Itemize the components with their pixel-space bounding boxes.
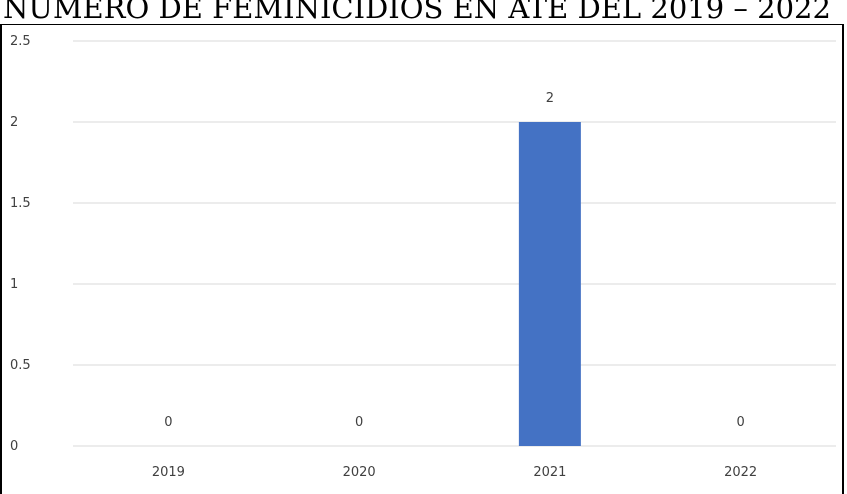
data-label-2021: 2: [546, 91, 554, 106]
x-tick-label-2020: 2020: [343, 465, 376, 480]
data-label-2022: 0: [736, 415, 744, 430]
x-tick-label-2022: 2022: [724, 465, 757, 480]
y-tick-label-4: 2: [10, 115, 18, 130]
chart-frame: [0, 24, 844, 494]
x-tick-label-2019: 2019: [152, 465, 185, 480]
bar-2021: [518, 122, 581, 446]
data-label-2020: 0: [355, 415, 363, 430]
chart-title-strip: NÚMERO DE FEMINICIDIOS EN ATE DEL 2019 –…: [0, 0, 847, 28]
chart-title: NÚMERO DE FEMINICIDIOS EN ATE DEL 2019 –…: [3, 0, 831, 25]
y-tick-label-2: 1: [10, 277, 18, 292]
data-label-2019: 0: [164, 415, 172, 430]
y-tick-label-5: 2.5: [10, 34, 31, 49]
y-tick-label-1: 0.5: [10, 358, 31, 373]
y-tick-label-0: 0: [10, 439, 18, 454]
x-tick-label-2021: 2021: [533, 465, 566, 480]
y-tick-label-3: 1.5: [10, 196, 31, 211]
